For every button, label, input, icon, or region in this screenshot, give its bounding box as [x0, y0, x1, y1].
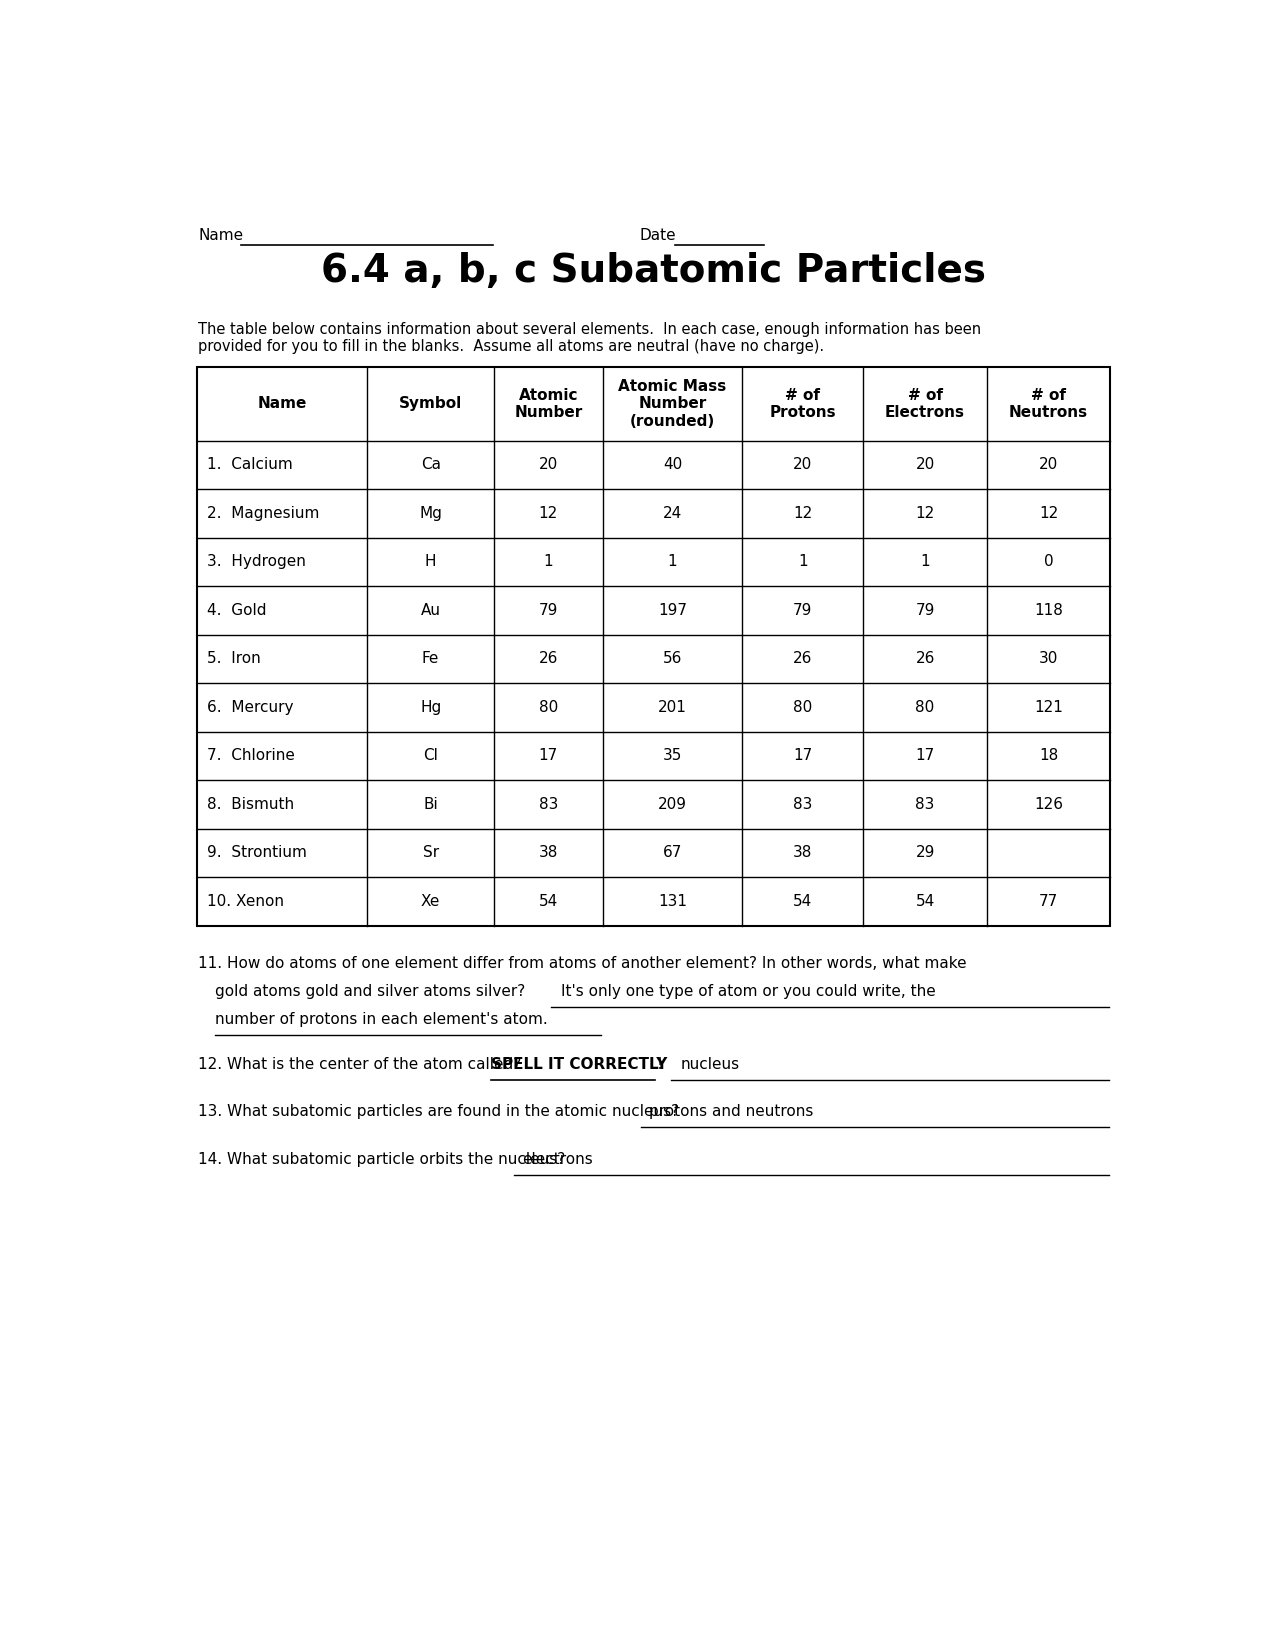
Text: Cl: Cl	[423, 749, 439, 764]
Text: 4.  Gold: 4. Gold	[207, 602, 266, 617]
Text: 83: 83	[915, 797, 935, 812]
Text: 11. How do atoms of one element differ from atoms of another element? In other w: 11. How do atoms of one element differ f…	[198, 957, 966, 972]
Text: 7.  Chlorine: 7. Chlorine	[207, 749, 295, 764]
Text: 121: 121	[1034, 700, 1063, 714]
Text: 30: 30	[1039, 652, 1058, 667]
Text: Xe: Xe	[421, 894, 440, 909]
Text: 80: 80	[539, 700, 558, 714]
Text: 5.  Iron: 5. Iron	[207, 652, 260, 667]
Text: number of protons in each element's atom.: number of protons in each element's atom…	[215, 1011, 548, 1026]
Text: 67: 67	[663, 845, 682, 860]
Text: 17: 17	[539, 749, 558, 764]
Text: Atomic
Number: Atomic Number	[514, 388, 583, 421]
Bar	[196, 368, 1111, 926]
Text: 13. What subatomic particles are found in the atomic nucleus?: 13. What subatomic particles are found i…	[198, 1104, 680, 1119]
Text: 26: 26	[539, 652, 558, 667]
Text: 38: 38	[539, 845, 558, 860]
Text: Hg: Hg	[419, 700, 441, 714]
Text: 3.  Hydrogen: 3. Hydrogen	[207, 554, 306, 569]
Text: 38: 38	[793, 845, 812, 860]
Text: 20: 20	[1039, 457, 1058, 472]
Text: 20: 20	[793, 457, 812, 472]
Text: electrons: electrons	[521, 1152, 593, 1167]
Text: 54: 54	[915, 894, 935, 909]
Text: The table below contains information about several elements.  In each case, enou: The table below contains information abo…	[198, 322, 982, 337]
Text: 77: 77	[1039, 894, 1058, 909]
Text: SPELL IT CORRECTLY: SPELL IT CORRECTLY	[491, 1056, 667, 1071]
Text: 1: 1	[543, 554, 553, 569]
Text: 2.  Magnesium: 2. Magnesium	[207, 507, 319, 521]
Text: !: !	[657, 1056, 663, 1071]
Text: 79: 79	[915, 602, 935, 617]
Text: 131: 131	[658, 894, 687, 909]
Text: Sr: Sr	[422, 845, 439, 860]
Text: 126: 126	[1034, 797, 1063, 812]
Text: 17: 17	[793, 749, 812, 764]
Text: 8.  Bismuth: 8. Bismuth	[207, 797, 293, 812]
Text: Ca: Ca	[421, 457, 441, 472]
Text: protons and neutrons: protons and neutrons	[649, 1104, 813, 1119]
Text: 9.  Strontium: 9. Strontium	[207, 845, 306, 860]
Text: 1: 1	[668, 554, 677, 569]
Text: 54: 54	[793, 894, 812, 909]
Text: 80: 80	[915, 700, 935, 714]
Text: Bi: Bi	[423, 797, 439, 812]
Text: Atomic Mass
Number
(rounded): Atomic Mass Number (rounded)	[618, 380, 727, 429]
Text: It's only one type of atom or you could write, the: It's only one type of atom or you could …	[561, 983, 936, 1000]
Text: 1: 1	[798, 554, 807, 569]
Text: 35: 35	[663, 749, 682, 764]
Text: 29: 29	[915, 845, 935, 860]
Text: 12. What is the center of the atom called?: 12. What is the center of the atom calle…	[198, 1056, 532, 1071]
Text: Fe: Fe	[422, 652, 440, 667]
Text: 12: 12	[915, 507, 935, 521]
Text: 14. What subatomic particle orbits the nucleus?: 14. What subatomic particle orbits the n…	[198, 1152, 565, 1167]
Text: 10. Xenon: 10. Xenon	[207, 894, 283, 909]
Text: H: H	[425, 554, 436, 569]
Text: 209: 209	[658, 797, 687, 812]
Text: nucleus: nucleus	[681, 1056, 739, 1071]
Text: gold atoms gold and silver atoms silver?: gold atoms gold and silver atoms silver?	[215, 983, 525, 1000]
Text: Name: Name	[258, 396, 306, 411]
Text: Symbol: Symbol	[399, 396, 463, 411]
Text: 201: 201	[658, 700, 687, 714]
Text: # of
Protons: # of Protons	[769, 388, 836, 421]
Text: 1: 1	[921, 554, 929, 569]
Text: 26: 26	[793, 652, 812, 667]
Text: # of
Electrons: # of Electrons	[885, 388, 965, 421]
Text: 56: 56	[663, 652, 682, 667]
Text: provided for you to fill in the blanks.  Assume all atoms are neutral (have no c: provided for you to fill in the blanks. …	[198, 338, 824, 353]
Text: 20: 20	[915, 457, 935, 472]
Text: 12: 12	[539, 507, 558, 521]
Text: 17: 17	[915, 749, 935, 764]
Text: 24: 24	[663, 507, 682, 521]
Text: 18: 18	[1039, 749, 1058, 764]
Text: # of
Neutrons: # of Neutrons	[1009, 388, 1089, 421]
Text: Au: Au	[421, 602, 441, 617]
Text: 79: 79	[793, 602, 812, 617]
Text: 6.  Mercury: 6. Mercury	[207, 700, 293, 714]
Text: Name: Name	[198, 228, 244, 243]
Text: 197: 197	[658, 602, 687, 617]
Text: 26: 26	[915, 652, 935, 667]
Text: 6.4 a, b, c Subatomic Particles: 6.4 a, b, c Subatomic Particles	[321, 252, 986, 290]
Text: 1.  Calcium: 1. Calcium	[207, 457, 292, 472]
Text: 54: 54	[539, 894, 558, 909]
Text: 12: 12	[1039, 507, 1058, 521]
Text: 80: 80	[793, 700, 812, 714]
Text: 118: 118	[1034, 602, 1063, 617]
Text: 12: 12	[793, 507, 812, 521]
Text: Date: Date	[640, 228, 677, 243]
Text: Mg: Mg	[419, 507, 442, 521]
Text: 79: 79	[539, 602, 558, 617]
Text: 20: 20	[539, 457, 558, 472]
Text: 0: 0	[1044, 554, 1053, 569]
Text: 40: 40	[663, 457, 682, 472]
Text: 83: 83	[539, 797, 558, 812]
Text: 83: 83	[793, 797, 812, 812]
